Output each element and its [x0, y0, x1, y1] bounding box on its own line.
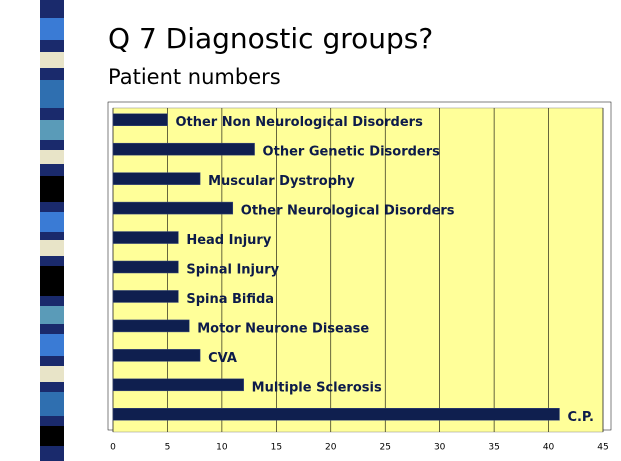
bar-label: Head Injury [186, 233, 272, 248]
x-tick-label: 15 [271, 443, 282, 453]
x-tick-label: 20 [325, 443, 337, 453]
title: Q 7 Diagnostic groups? [108, 22, 433, 55]
bar [112, 142, 255, 156]
x-tick-label: 5 [165, 443, 171, 453]
x-tick-label: 35 [488, 443, 499, 453]
subtitle: Patient numbers [108, 65, 281, 89]
bar [112, 231, 179, 244]
bar [112, 378, 244, 392]
bar-label: C.P. [567, 410, 594, 425]
bar-label: CVA [208, 351, 237, 366]
bar [112, 113, 168, 126]
side-stripe [40, 0, 64, 461]
x-tick-label: 0 [110, 443, 116, 453]
bar-label: Motor Neurone Disease [197, 321, 369, 336]
bar [112, 408, 560, 421]
bar-label: Other Neurological Disorders [241, 204, 455, 219]
bar-label: Spina Bifida [186, 292, 274, 307]
bar [112, 319, 190, 333]
x-tick-label: 25 [379, 443, 390, 453]
bar-label: Multiple Sclerosis [252, 380, 382, 395]
bar [112, 290, 179, 303]
bar-label: Other Non Neurological Disorders [175, 115, 423, 130]
bar [112, 201, 234, 215]
plot-area [112, 107, 604, 433]
x-tick-label: 45 [597, 443, 608, 453]
bar-label: Spinal Injury [186, 263, 279, 278]
bar [112, 172, 201, 185]
bar [112, 349, 201, 362]
x-tick-label: 40 [543, 443, 555, 453]
bar-label: Other Genetic Disorders [263, 145, 441, 160]
bar-label: Muscular Dystrophy [208, 174, 355, 189]
x-tick-label: 10 [216, 443, 228, 453]
x-tick-label: 30 [434, 443, 446, 453]
bar [112, 260, 179, 274]
